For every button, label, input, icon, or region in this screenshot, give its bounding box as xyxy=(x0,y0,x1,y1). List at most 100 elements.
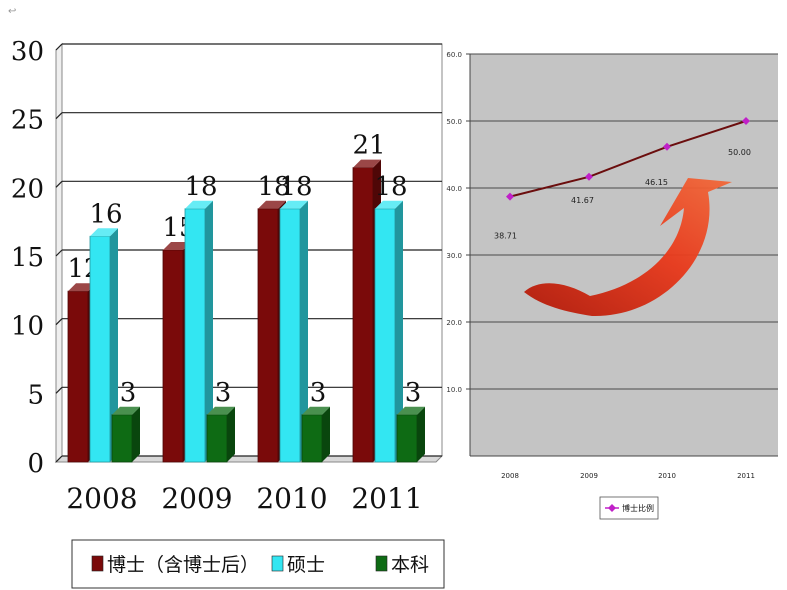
bar-top xyxy=(258,200,286,209)
data-point xyxy=(506,192,514,201)
line-x-tick-label: 2011 xyxy=(737,472,755,480)
line-x-tick-label: 2008 xyxy=(501,472,519,480)
line-y-tick-label: 30.0 xyxy=(446,252,462,260)
bar-side xyxy=(110,228,118,462)
bar xyxy=(67,290,89,463)
bar-top xyxy=(207,406,235,415)
line-chart-x-ticks: 2008 2009 2010 2011 xyxy=(501,472,755,480)
line-y-tick-label: 50.0 xyxy=(446,118,462,126)
bar-x-tick-label: 2008 xyxy=(66,482,137,515)
data-point xyxy=(585,172,593,181)
bar-top xyxy=(68,283,96,292)
bar-gridline xyxy=(55,455,63,463)
bar-value-label: 18 xyxy=(184,172,217,202)
bar-y-tick-label: 0 xyxy=(27,449,44,479)
bar-top xyxy=(90,228,118,237)
bar-y-tick-label: 10 xyxy=(11,312,44,342)
bar-top xyxy=(397,406,425,415)
bar-x-tick-label: 2011 xyxy=(351,482,422,515)
bar-x-tick-label: 2010 xyxy=(256,482,327,515)
bar-value-label: 21 xyxy=(352,131,385,161)
bar xyxy=(374,208,396,463)
bar-side xyxy=(227,406,235,462)
bar-y-tick-label: 30 xyxy=(11,37,44,67)
bar-top xyxy=(375,200,403,209)
bar-y-tick-label: 5 xyxy=(27,380,44,410)
bar-value-label: 18 xyxy=(279,172,312,202)
legend-swatch xyxy=(91,555,104,572)
line-chart: 10.0 20.0 30.0 40.0 50.0 60.0 2008 2009 2010 201… xyxy=(446,51,778,520)
bar-gridline xyxy=(55,43,63,51)
trend-arrow-icon xyxy=(524,178,732,317)
legend-label: 本科 xyxy=(391,554,429,576)
line-chart-y-ticks: 10.0 20.0 30.0 40.0 50.0 60.0 xyxy=(446,51,470,394)
data-point-label: 38.71 xyxy=(494,232,517,241)
line-y-tick-label: 20.0 xyxy=(446,319,462,327)
bar-side xyxy=(205,200,213,463)
line-chart-gridlines xyxy=(470,53,778,457)
legend-label: 博士（含博士后） xyxy=(107,554,259,576)
bar xyxy=(279,208,301,463)
bar xyxy=(257,208,279,463)
line-x-tick-label: 2009 xyxy=(580,472,598,480)
line-y-tick-label: 60.0 xyxy=(446,51,462,59)
bar xyxy=(352,167,374,463)
series-line xyxy=(509,120,747,198)
bar-y-tick-label: 15 xyxy=(11,243,44,273)
legend-label: 博士比例 xyxy=(622,503,654,513)
bar xyxy=(396,414,418,463)
bar-side xyxy=(395,200,403,463)
line-chart-legend xyxy=(599,496,659,520)
legend-swatch xyxy=(271,555,284,572)
line-chart-series: 38.71 41.67 46.15 50.00 xyxy=(494,117,751,241)
bar-value-label: 18 xyxy=(257,172,290,202)
bar xyxy=(89,235,111,463)
data-point xyxy=(742,117,750,125)
bar-x-tick-label: 2009 xyxy=(161,482,232,515)
bar-top xyxy=(185,200,213,209)
bar-y-tick-label: 25 xyxy=(11,106,44,136)
bar-gridline xyxy=(55,386,63,394)
legend-marker xyxy=(608,504,616,512)
bar xyxy=(184,208,206,463)
bar-side xyxy=(417,406,425,462)
bar-top xyxy=(112,406,140,415)
bar-chart-y-ticks: 0 5 10 15 20 25 30 xyxy=(11,37,44,479)
bar-y-tick-label: 20 xyxy=(11,174,44,204)
bar-side xyxy=(132,406,140,462)
bar xyxy=(111,414,133,463)
data-point-label: 46.15 xyxy=(645,178,668,187)
data-point-label: 50.00 xyxy=(728,148,751,157)
bar-value-label: 18 xyxy=(374,172,407,202)
bar-gridline xyxy=(55,318,63,326)
bar-top xyxy=(353,159,381,168)
bar-chart-x-ticks: 2008 2009 2010 2011 xyxy=(66,482,422,515)
line-chart-legend-items: 博士比例 xyxy=(605,503,654,513)
line-y-tick-label: 40.0 xyxy=(446,185,462,193)
page-mark: ↩ xyxy=(8,6,17,17)
bar-gridline xyxy=(55,249,63,257)
bar-top xyxy=(163,242,191,250)
data-point-label: 41.67 xyxy=(571,196,594,205)
bar-chart-legend-items: 博士（含博士后） 硕士 本科 xyxy=(91,554,429,576)
data-point xyxy=(663,142,671,151)
legend-swatch xyxy=(375,555,388,572)
legend-label: 硕士 xyxy=(287,554,325,576)
bar-top xyxy=(280,200,308,209)
bar-value-label: 3 xyxy=(310,378,327,408)
line-x-tick-label: 2010 xyxy=(658,472,676,480)
line-y-tick-label: 10.0 xyxy=(446,386,462,394)
bar xyxy=(162,249,184,463)
bar-value-label: 3 xyxy=(405,378,422,408)
bar-gridline xyxy=(55,112,63,120)
bar-side xyxy=(300,200,308,463)
bar xyxy=(206,414,228,463)
bar-value-label: 16 xyxy=(89,199,122,229)
bar-gridline xyxy=(55,180,63,188)
bar xyxy=(301,414,323,463)
bar-value-label: 3 xyxy=(215,378,232,408)
bar-value-label: 3 xyxy=(120,378,137,408)
